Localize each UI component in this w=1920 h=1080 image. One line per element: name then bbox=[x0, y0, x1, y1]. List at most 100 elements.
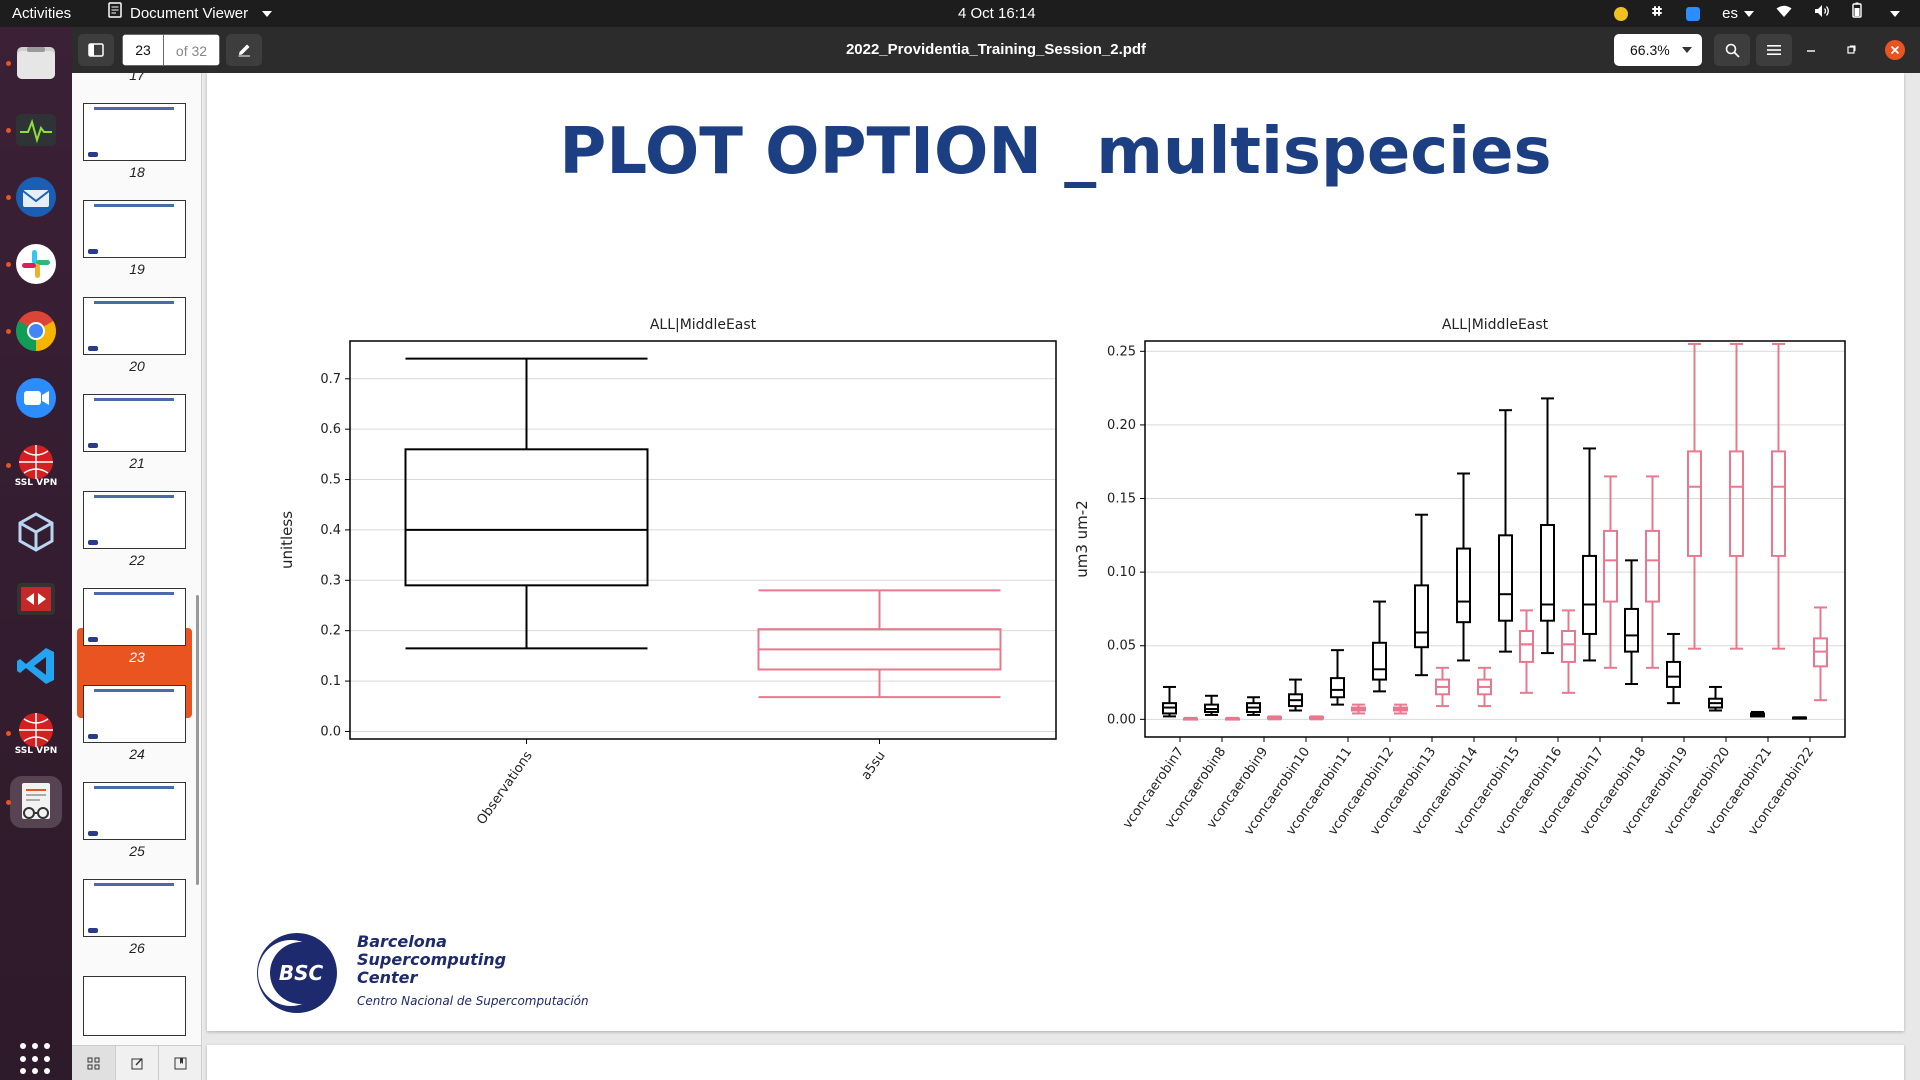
thumbnail-title-bar bbox=[94, 689, 174, 692]
dock-ssl-vpn-2[interactable]: SSL VPN bbox=[6, 707, 62, 759]
remote-desktop-icon bbox=[17, 583, 55, 615]
thumbnail-page[interactable] bbox=[83, 588, 186, 646]
thumbnails-view-button[interactable] bbox=[72, 1046, 116, 1080]
dock-system-monitor[interactable] bbox=[6, 104, 62, 156]
main-menu-button[interactable] bbox=[1756, 34, 1792, 66]
thumbnail-page[interactable] bbox=[83, 103, 186, 161]
page-number-input[interactable] bbox=[122, 34, 164, 66]
thumbnail-title-bar bbox=[94, 495, 174, 498]
thumbnail-page[interactable] bbox=[83, 685, 186, 743]
thumbnail-page[interactable] bbox=[83, 394, 186, 452]
thumbnail-page[interactable] bbox=[83, 297, 186, 355]
slack-tray-icon[interactable] bbox=[1650, 0, 1664, 27]
pencil-icon bbox=[238, 44, 250, 57]
box-plot-mark bbox=[1204, 694, 1219, 716]
battery-icon[interactable] bbox=[1852, 0, 1862, 27]
system-menu-chevron-icon[interactable] bbox=[1890, 10, 1900, 17]
running-indicator bbox=[6, 262, 11, 267]
thumbnail-number: 17 bbox=[129, 73, 145, 83]
chevron-down-icon bbox=[1682, 47, 1692, 53]
box-plot-mark bbox=[1645, 475, 1660, 669]
minimize-button[interactable] bbox=[1802, 41, 1820, 59]
zoom-tray-icon[interactable] bbox=[1686, 6, 1701, 21]
dock-files[interactable] bbox=[6, 37, 62, 89]
thumbnail-sidebar: 17 18 19 20 21 22 23 24 25 26 bbox=[72, 73, 202, 1080]
chart-title: ALL|MiddleEast bbox=[1442, 317, 1549, 333]
zoom-selector[interactable]: 66.3% bbox=[1614, 34, 1702, 66]
iqr-box bbox=[1372, 641, 1387, 681]
app-menu[interactable]: Document Viewer bbox=[108, 0, 273, 27]
keyboard-layout-indicator[interactable]: es bbox=[1722, 0, 1754, 27]
thumbnail-page[interactable] bbox=[83, 200, 186, 258]
slack-icon bbox=[16, 244, 56, 284]
document-view[interactable]: PLOT OPTION _multispecies ALL|MiddleEast… bbox=[203, 73, 1920, 1080]
night-light-icon[interactable] bbox=[1614, 6, 1629, 21]
thumbnail-title-bar bbox=[94, 204, 174, 207]
dock-remote-desktop[interactable] bbox=[10, 573, 62, 625]
y-tick-label: 0.25 bbox=[1107, 344, 1136, 359]
dock-vscode[interactable] bbox=[10, 640, 62, 692]
dock-chrome[interactable] bbox=[6, 305, 62, 357]
chevron-down-icon bbox=[1744, 11, 1754, 18]
box-plot-mark bbox=[1309, 715, 1324, 721]
system-tray[interactable]: es bbox=[1614, 0, 1900, 27]
dock-virtualbox[interactable] bbox=[10, 506, 62, 558]
box-plot-mark bbox=[1498, 409, 1513, 653]
restore-button[interactable] bbox=[1842, 41, 1860, 59]
search-button[interactable] bbox=[1714, 34, 1750, 66]
iqr-box bbox=[1729, 450, 1744, 557]
activities-button[interactable]: Activities bbox=[12, 5, 72, 22]
thumbnail-page[interactable] bbox=[83, 976, 186, 1036]
dock-slack[interactable] bbox=[6, 238, 62, 290]
document-viewer-small-icon bbox=[108, 0, 122, 27]
top-bar: Activities Document Viewer 4 Oct 16:14 e… bbox=[0, 0, 1920, 27]
box-plot-mark bbox=[1456, 472, 1471, 662]
box-plot-mark bbox=[1792, 716, 1807, 720]
sidebar-toggle-button[interactable] bbox=[78, 34, 114, 66]
sidebar-scrollbar[interactable] bbox=[196, 595, 199, 885]
box-plot-mark bbox=[1666, 632, 1681, 705]
thumbnail-logo bbox=[88, 152, 98, 157]
sidebar-icon bbox=[88, 43, 104, 57]
bsc-line-2: Supercomputing bbox=[357, 950, 507, 969]
thumbnail-logo bbox=[88, 831, 98, 836]
grid-dot bbox=[32, 1068, 38, 1075]
x-tick-label: Observations bbox=[474, 749, 536, 828]
bsc-logo-mark: BSC bbox=[257, 933, 337, 1013]
clock[interactable]: 4 Oct 16:14 bbox=[958, 5, 1036, 22]
show-applications-button[interactable] bbox=[20, 1043, 52, 1075]
pdf-page: PLOT OPTION _multispecies ALL|MiddleEast… bbox=[207, 73, 1904, 1031]
running-indicator bbox=[6, 329, 11, 334]
box-plot-mark bbox=[1561, 609, 1576, 694]
edit-icon bbox=[131, 1057, 143, 1069]
grid-dot bbox=[20, 1055, 26, 1062]
grid-dot bbox=[44, 1055, 50, 1062]
box-plot-mark bbox=[1288, 678, 1303, 712]
iqr-box bbox=[1603, 529, 1618, 603]
thumbnail-page[interactable] bbox=[83, 879, 186, 937]
thumbnail-logo bbox=[88, 637, 98, 642]
grid-dot bbox=[32, 1043, 38, 1049]
keyboard-layout-label: es bbox=[1722, 5, 1738, 22]
annotate-button[interactable] bbox=[226, 34, 262, 66]
minimize-icon bbox=[1807, 50, 1815, 52]
thumbnail-page[interactable] bbox=[83, 782, 186, 840]
bookmarks-view-button[interactable] bbox=[159, 1046, 201, 1080]
zoom-value: 66.3% bbox=[1630, 42, 1670, 58]
document-viewer-icon bbox=[22, 783, 50, 819]
wifi-icon[interactable] bbox=[1776, 0, 1792, 27]
dock-zoom[interactable] bbox=[10, 372, 62, 424]
thumbnail-logo bbox=[88, 443, 98, 448]
dock-ssl-vpn[interactable]: SSL VPN bbox=[6, 439, 62, 491]
close-button[interactable] bbox=[1885, 40, 1905, 60]
dock-document-viewer[interactable] bbox=[6, 776, 62, 828]
volume-icon[interactable] bbox=[1814, 0, 1830, 27]
box-plot-mark bbox=[1414, 513, 1429, 677]
dock-thunderbird[interactable] bbox=[6, 171, 62, 223]
box-plot-mark bbox=[757, 589, 1002, 699]
box-plot-mark bbox=[1687, 342, 1702, 650]
thumbnail-page[interactable] bbox=[83, 491, 186, 549]
annotations-view-button[interactable] bbox=[116, 1046, 160, 1080]
y-tick-label: 0.00 bbox=[1107, 712, 1136, 727]
box-plot-mark bbox=[1372, 600, 1387, 693]
